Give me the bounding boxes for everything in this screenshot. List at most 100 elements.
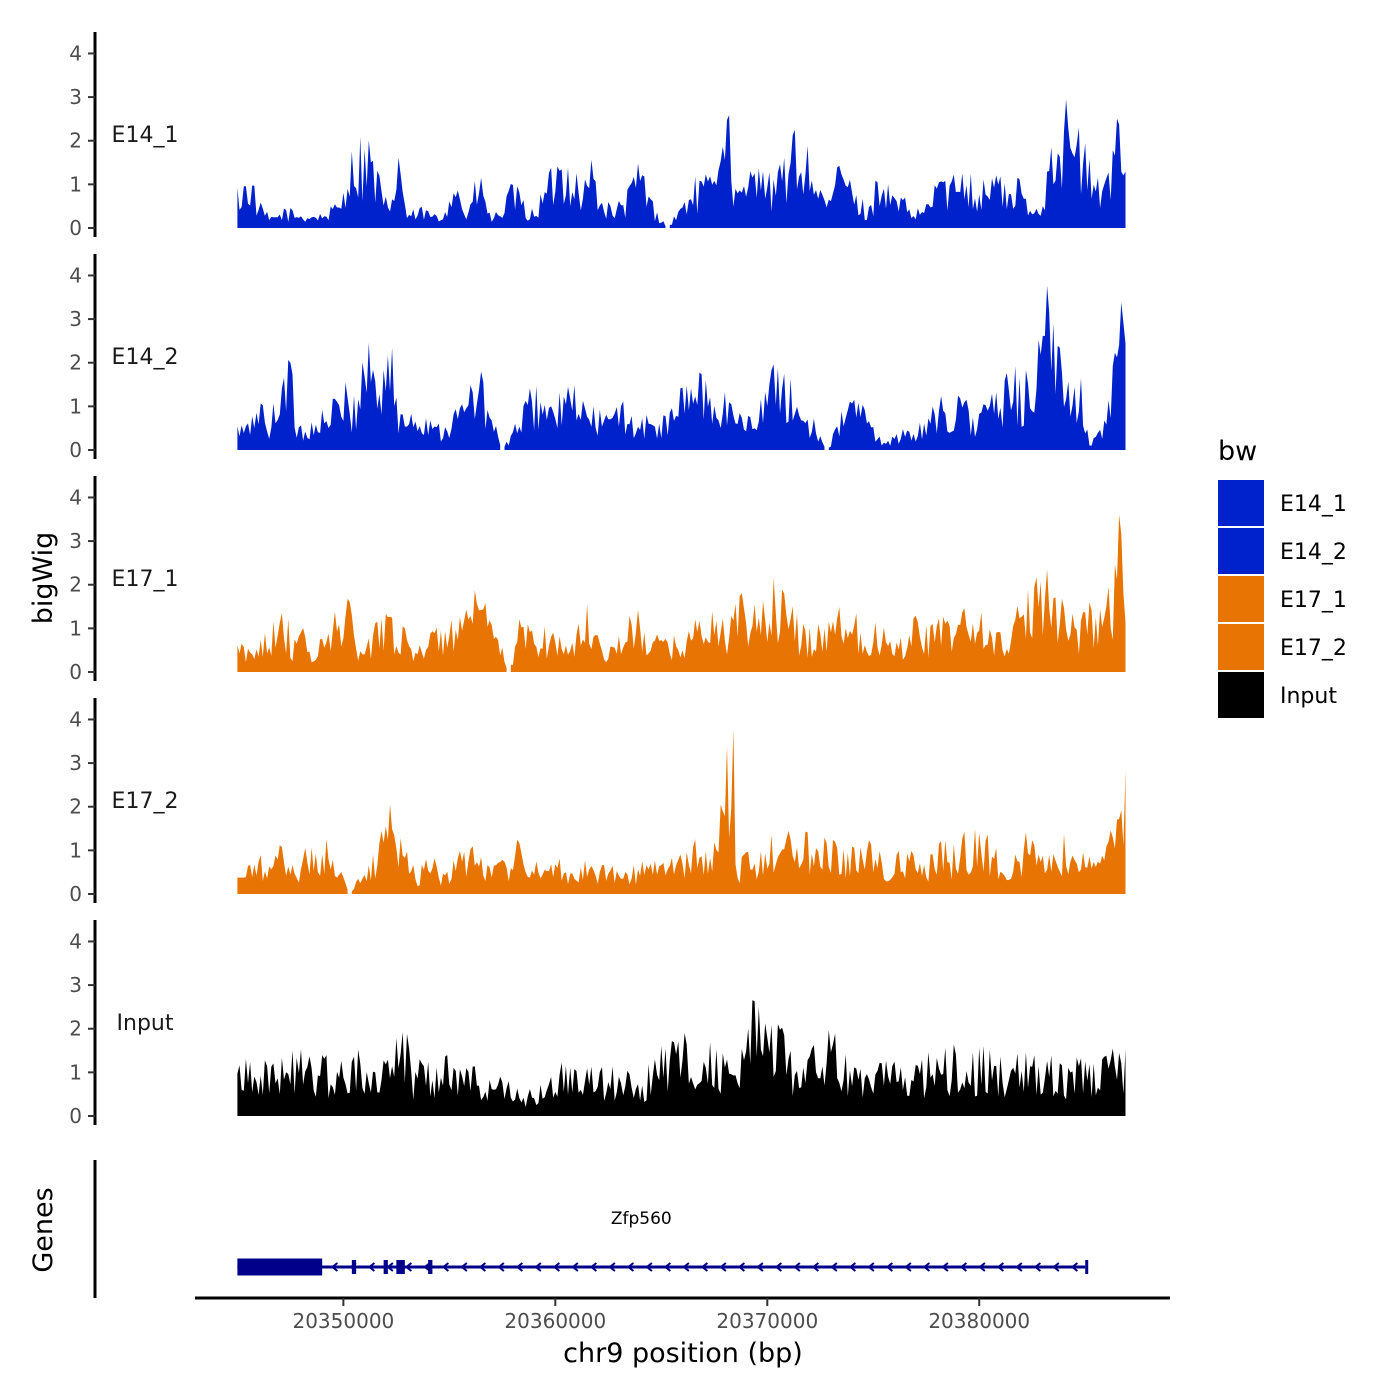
strand-arrow [1033,1262,1042,1272]
track-label: E17_1 [112,567,179,592]
strand-arrow [330,1262,339,1272]
y-tick-label: 1 [69,616,82,640]
track-e17-1: 0 1 2 3 4 E17_1 [69,476,1126,684]
gene-zfp560: Zfp560 [237,1209,1089,1276]
gene-exon [1085,1260,1089,1274]
strand-arrow [478,1262,487,1272]
strand-arrow [811,1262,820,1272]
strand-arrow [867,1262,875,1272]
strand-arrow [441,1262,450,1272]
gene-exon [237,1258,323,1276]
y-tick-label: 3 [69,973,82,997]
strand-arrow [737,1262,746,1272]
legend-label: E17_2 [1280,636,1347,661]
strand-arrow [571,1262,579,1272]
gene-panel: Zfp560 [93,1160,1089,1298]
track-input: 0 1 2 3 4 Input [69,920,1126,1128]
y-tick-label: 1 [69,394,82,418]
gene-exon [383,1260,388,1274]
legend-label: E14_2 [1280,540,1347,565]
x-tick-label: 20350000 [292,1309,394,1333]
y-tick-label: 1 [69,838,82,862]
y-tick-label: 3 [69,751,82,775]
strand-arrow [941,1262,949,1272]
strand-arrow [700,1262,709,1272]
strand-arrow [922,1262,931,1272]
strand-arrow [904,1262,912,1272]
strand-arrow [460,1262,468,1272]
y-tick-label: 4 [69,929,82,953]
y-tick-label: 2 [69,129,82,153]
legend-swatch [1218,576,1264,622]
strand-arrow [626,1262,635,1272]
strand-arrow [959,1262,968,1272]
y-tick-label: 3 [69,85,82,109]
legend-label: Input [1280,684,1337,709]
signal-area-e14-1 [237,99,1126,228]
track-label: Input [117,1011,174,1036]
legend-item-e14-2: E14_2 [1218,528,1347,574]
strand-arrow [1052,1262,1060,1272]
signal-tracks: 0 1 2 3 4 E14_1 0 1 2 3 4 E14_2 0 1 2 3 4 E17_1 0 1 2 3 4 E17_2… [69,32,1126,1128]
strand-arrow [497,1262,505,1272]
track-e17-2: 0 1 2 3 4 E17_2 [69,698,1126,906]
y-tick-label: 4 [69,263,82,287]
strand-arrow [830,1262,838,1272]
y-tick-label: 4 [69,41,82,65]
track-label: E14_1 [112,123,179,148]
strand-arrow [978,1262,986,1272]
legend-item-input: Input [1218,672,1337,718]
strand-arrow [848,1262,857,1272]
signal-area-e17-2 [237,728,1126,894]
strand-arrow [534,1262,542,1272]
strand-arrow [552,1262,561,1272]
strand-arrow [1015,1262,1023,1272]
y-axis-title: bigWig [28,532,59,625]
y-tick-label: 0 [69,1104,82,1128]
strand-arrow [663,1262,672,1272]
y-tick-label: 1 [69,1060,82,1084]
strand-arrow [1070,1262,1079,1272]
track-label: E17_2 [112,789,179,814]
strand-arrow [608,1262,616,1272]
genes-panel-title: Genes [28,1187,59,1272]
strand-arrow [367,1262,376,1272]
x-axis-title: chr9 position (bp) [563,1338,803,1369]
y-tick-label: 3 [69,529,82,553]
strand-arrow [719,1262,727,1272]
x-tick-label: 20370000 [716,1309,818,1333]
signal-area-e17-1 [237,514,1126,672]
strand-arrow [682,1262,690,1272]
y-tick-label: 0 [69,882,82,906]
legend-title: bw [1218,436,1257,467]
gene-exon [396,1260,405,1274]
legend-label: E14_1 [1280,492,1347,517]
legend-swatch [1218,480,1264,526]
strand-arrow [645,1262,653,1272]
y-tick-label: 0 [69,216,82,240]
legend-swatch [1218,672,1264,718]
y-tick-label: 0 [69,438,82,462]
signal-area-e14-2 [237,285,1126,450]
strand-arrow [404,1262,413,1272]
strand-arrow [793,1262,801,1272]
x-tick-label: 20380000 [928,1309,1030,1333]
y-tick-label: 4 [69,485,82,509]
x-tick-label: 20360000 [504,1309,606,1333]
strand-arrow [589,1262,598,1272]
gene-name-label: Zfp560 [611,1209,672,1229]
strand-arrow [996,1262,1005,1272]
strand-arrow [386,1262,394,1272]
legend-item-e17-1: E17_1 [1218,576,1347,622]
track-label: E14_2 [112,345,179,370]
legend-item-e14-1: E14_1 [1218,480,1347,526]
gene-exon [428,1260,433,1274]
strand-arrow [756,1262,764,1272]
y-tick-label: 0 [69,660,82,684]
gene-exon [351,1260,357,1274]
strand-arrow [885,1262,894,1272]
strand-arrow [774,1262,783,1272]
y-tick-label: 2 [69,573,82,597]
legend: bw E14_1 E14_2 E17_1 E17_2 Input [1218,436,1347,718]
